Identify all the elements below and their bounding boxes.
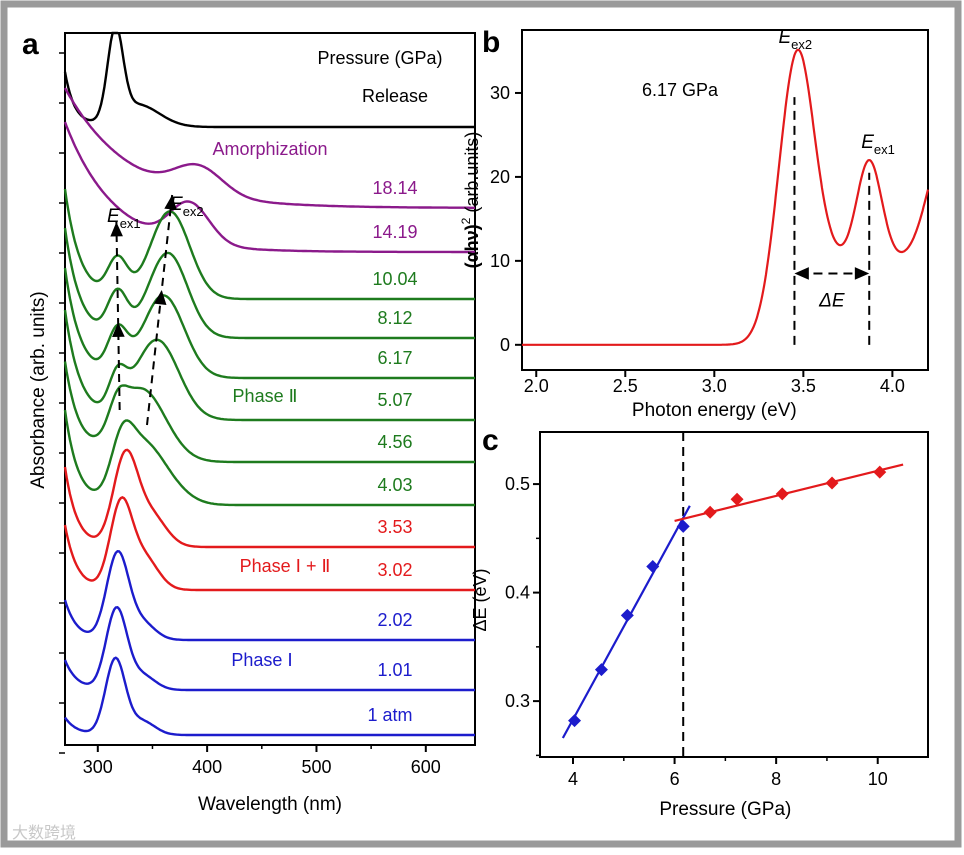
y-tick-label: 0.3 — [505, 691, 530, 711]
pressure-label: Release — [362, 86, 428, 106]
data-point-low-pressure — [568, 714, 582, 728]
spectrum-curve-Release — [63, 31, 475, 129]
y-tick-label: 20 — [490, 167, 510, 187]
data-point-low-pressure — [676, 519, 690, 533]
pressure-label: 10.04 — [372, 269, 417, 289]
pressure-label: 18.14 — [372, 178, 417, 198]
delta-e-arrowhead-left — [794, 267, 809, 280]
pressure-label: 1.01 — [377, 660, 412, 680]
phase-label: Amorphization — [212, 139, 327, 159]
spectrum-curve-6.17 — [63, 267, 475, 380]
pressure-label: 5.07 — [377, 390, 412, 410]
phase-label: Phase Ⅰ + Ⅱ — [240, 556, 331, 576]
panel-label-c: c — [482, 424, 499, 457]
x-tick-label: 4 — [568, 769, 578, 789]
y-axis-label: (αhν)2 (arb.units) — [459, 132, 482, 269]
spectrum-curve-10.04 — [63, 188, 475, 301]
pressure-label: 4.56 — [377, 432, 412, 452]
x-tick-label: 600 — [411, 757, 441, 777]
pressure-label: 6.17 — [377, 348, 412, 368]
eex1-arrowhead — [110, 222, 123, 237]
y-tick-label: 30 — [490, 83, 510, 103]
x-tick-label: 2.5 — [613, 376, 638, 396]
eex1-arrowhead-mid — [112, 322, 125, 338]
y-tick-label: 10 — [490, 251, 510, 271]
x-tick-label: 3.0 — [702, 376, 727, 396]
phase-label: Phase Ⅱ — [233, 386, 298, 406]
x-axis-label: Photon energy (eV) — [632, 400, 797, 421]
pressure-label: 3.53 — [377, 517, 412, 537]
data-point-high-pressure — [873, 465, 887, 479]
eex2-arrowhead-mid — [153, 290, 167, 305]
y-tick-label: 0 — [500, 335, 510, 355]
data-point-high-pressure — [825, 476, 839, 490]
spectrum-curve-5.07 — [63, 309, 475, 422]
spectrum-curve-1-atm — [64, 656, 475, 737]
x-tick-label: 6 — [670, 769, 680, 789]
x-tick-label: 400 — [192, 757, 222, 777]
y-tick-label: 0.4 — [505, 583, 530, 603]
x-axis-label: Pressure (GPa) — [659, 799, 791, 820]
spectrum-curve-4.03 — [63, 409, 475, 507]
phase-label: Phase Ⅰ — [231, 650, 292, 670]
delta-e-arrowhead-right — [854, 267, 870, 280]
data-point-low-pressure — [646, 560, 660, 574]
x-tick-label: 300 — [83, 757, 113, 777]
absorption-curve — [522, 48, 930, 346]
spectrum-curve-14.19 — [63, 121, 475, 254]
eex1-dashed-arrow — [115, 221, 121, 411]
pressure-label: 4.03 — [377, 475, 412, 495]
pressure-label: 6.17 GPa — [642, 80, 719, 100]
eex1-label: Eex1 — [861, 132, 895, 157]
y-axis-label: Absorbance (arb. units) — [28, 291, 49, 489]
pressure-label: 2.02 — [377, 610, 412, 630]
data-point-high-pressure — [730, 492, 744, 506]
x-tick-label: 10 — [868, 769, 888, 789]
spectrum-curve-3.53 — [63, 448, 475, 549]
panel-label-a: a — [22, 28, 39, 61]
y-tick-label: 0.5 — [505, 474, 530, 494]
y-axis-label: ΔE (eV) — [470, 568, 490, 631]
fit-line-low-pressure — [561, 505, 691, 739]
eex2-label: Eex2 — [778, 27, 812, 52]
x-tick-label: 500 — [301, 757, 331, 777]
spectrum-curve-8.12 — [63, 227, 475, 340]
spectrum-curve-3.02 — [63, 495, 475, 592]
pressure-label: 14.19 — [372, 222, 417, 242]
x-axis-label: Wavelength (nm) — [198, 794, 342, 815]
panel-c-frame — [539, 431, 929, 758]
watermark: 大数跨境 — [12, 823, 76, 842]
panel-b-frame — [521, 29, 929, 371]
spectrum-curve-2.02 — [63, 549, 475, 642]
eex1-label: Eex1 — [107, 206, 141, 231]
data-point-low-pressure — [594, 663, 608, 677]
spectrum-curve-1.01 — [63, 606, 475, 692]
legend-title: Pressure (GPa) — [317, 48, 442, 68]
delta-e-label: ΔE — [818, 290, 845, 311]
spectrum-curve-4.56 — [63, 361, 475, 464]
eex2-dashed-arrow — [146, 194, 174, 426]
x-tick-label: 3.5 — [791, 376, 816, 396]
data-point-high-pressure — [703, 505, 717, 519]
data-point-low-pressure — [620, 608, 634, 622]
x-tick-label: 8 — [771, 769, 781, 789]
panel-a-frame — [64, 32, 476, 746]
spectrum-curve-18.14 — [63, 87, 475, 209]
data-point-high-pressure — [775, 487, 789, 501]
pressure-label: 1 atm — [367, 705, 412, 725]
x-tick-label: 2.0 — [524, 376, 549, 396]
eex2-arrowhead — [164, 195, 177, 210]
pressure-label: 8.12 — [377, 308, 412, 328]
panel-label-b: b — [482, 26, 500, 59]
pressure-label: 3.02 — [377, 560, 412, 580]
eex2-label: Eex2 — [170, 194, 204, 219]
x-tick-label: 4.0 — [880, 376, 905, 396]
